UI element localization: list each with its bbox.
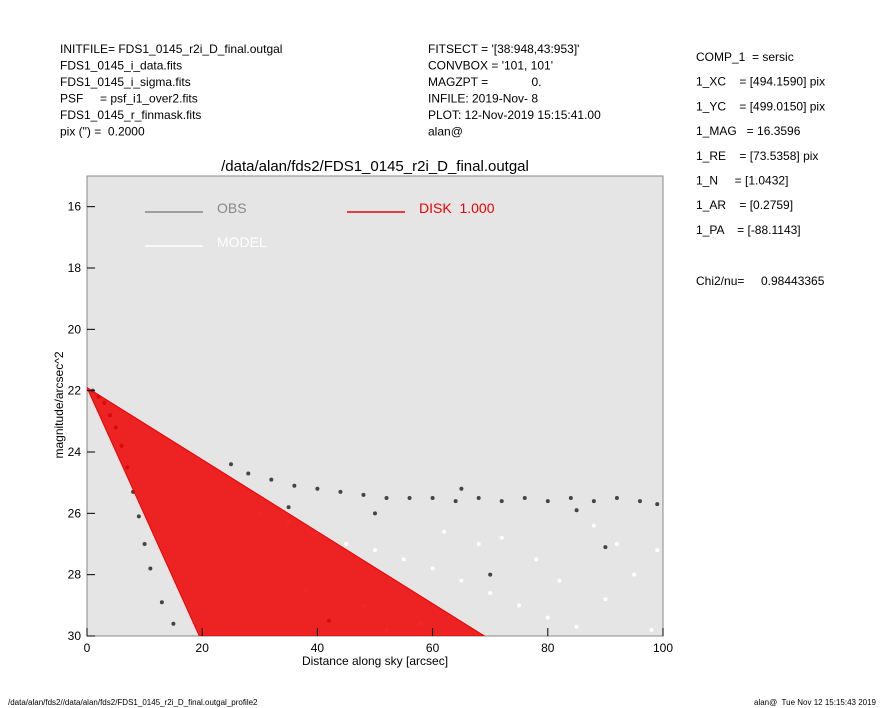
data-point (453, 499, 458, 504)
data-point (568, 496, 573, 500)
data-point (545, 615, 550, 620)
data-point (488, 591, 493, 596)
data-point (459, 486, 464, 491)
fit-parameter: COMP_1 = sersic (696, 50, 794, 64)
header-left-line: PSF = psf_i1_over2.fits (60, 92, 198, 106)
y-tick-label: 26 (68, 506, 82, 520)
data-point (603, 597, 608, 602)
data-point (591, 499, 596, 504)
legend-label: OBS (217, 200, 247, 216)
fit-parameter: 1_MAG = 16.3596 (696, 124, 801, 138)
data-point (649, 627, 654, 632)
data-point (655, 548, 660, 553)
data-point (614, 496, 619, 500)
header-middle-line: MAGZPT = 0. (428, 75, 541, 89)
data-point (632, 572, 637, 577)
data-point (430, 496, 435, 500)
x-tick-label: 20 (196, 641, 210, 655)
data-point (401, 557, 406, 562)
data-point (373, 511, 377, 516)
data-point (407, 496, 412, 500)
data-point (545, 499, 550, 504)
header-middle-line: INFILE: 2019-Nov- 8 (428, 92, 538, 106)
data-point (488, 572, 493, 577)
footer-path: /data/alan/fds2//data/alan/fds2/FDS1_014… (8, 698, 258, 707)
data-point (637, 499, 642, 504)
header-left-line: FDS1_0145_i_data.fits (60, 59, 182, 73)
data-point (344, 542, 349, 546)
chart-title: /data/alan/fds2/FDS1_0145_r2i_D_final.ou… (221, 158, 529, 175)
fit-parameter: 1_XC = [494.1590] pix (696, 75, 825, 89)
data-point (159, 600, 164, 605)
y-tick-label: 16 (68, 200, 82, 214)
data-point (534, 557, 539, 562)
data-point (338, 489, 343, 494)
data-point (442, 529, 447, 534)
footer-user-date: alan@ Tue Nov 12 15:15:43 2019 (754, 698, 877, 707)
y-tick-label: 20 (68, 322, 82, 336)
data-point (614, 542, 619, 546)
x-tick-label: 0 (84, 641, 91, 655)
data-point (148, 566, 153, 571)
data-point (246, 471, 251, 476)
y-tick-label: 18 (68, 261, 82, 275)
chi2-value: 0.98443365 (761, 274, 825, 288)
header-middle-line: FITSECT = '[38:948,43:953]' (428, 42, 579, 56)
data-point (603, 545, 608, 550)
y-axis-label: magnitude/arcsec^2 (52, 351, 66, 458)
header-middle-line: CONVBOX = '101, 101' (428, 59, 553, 73)
legend-label: DISK 1.000 (419, 200, 495, 216)
data-point (384, 496, 389, 500)
header-left-line: INITFILE= FDS1_0145_r2i_D_final.outgal (60, 42, 282, 56)
x-tick-label: 60 (426, 641, 440, 655)
x-axis-label: Distance along sky [arcsec] (302, 654, 448, 668)
y-tick-label: 22 (68, 384, 82, 398)
x-tick-label: 40 (311, 641, 325, 655)
data-point (373, 548, 377, 553)
data-point (499, 535, 504, 540)
header-left-line: FDS1_0145_r_finmask.fits (60, 108, 201, 122)
data-point (517, 603, 521, 608)
data-point (557, 578, 562, 583)
data-point (229, 462, 233, 467)
y-tick-label: 28 (68, 568, 82, 582)
data-point (142, 542, 147, 546)
header-left-line: pix (") = 0.2000 (60, 125, 145, 139)
model-component-area (87, 387, 486, 636)
legend-label: MODEL (217, 234, 267, 250)
data-point (430, 566, 435, 571)
fit-parameter: 1_N = [1.0432] (696, 174, 788, 188)
data-point (361, 492, 366, 497)
data-point (136, 514, 141, 519)
x-tick-label: 100 (653, 641, 673, 655)
data-point (269, 477, 274, 482)
data-point (286, 505, 291, 510)
data-point (522, 496, 527, 500)
data-point (574, 624, 579, 629)
data-point (476, 542, 481, 546)
data-point (499, 499, 504, 504)
x-tick-label: 80 (541, 641, 555, 655)
header-left-line: FDS1_0145_i_sigma.fits (60, 75, 191, 89)
fit-parameter: 1_RE = [73.5358] pix (696, 149, 818, 163)
chi2-label: Chi2/nu= (696, 274, 744, 288)
data-point (574, 508, 579, 513)
y-tick-label: 30 (68, 629, 82, 643)
y-tick-label: 24 (68, 445, 82, 459)
header-middle-line: alan@ (428, 125, 463, 139)
fit-parameter: 1_YC = [499.0150] pix (696, 99, 825, 113)
plot-marks (87, 387, 660, 636)
data-point (292, 483, 297, 488)
header-middle-line: PLOT: 12-Nov-2019 15:15:41.00 (428, 108, 601, 122)
data-point (655, 502, 660, 507)
data-point (315, 486, 320, 491)
data-point (591, 523, 596, 528)
fit-parameter: 1_PA = [-88.1143] (696, 223, 801, 237)
data-point (476, 496, 481, 500)
data-point (459, 578, 464, 583)
data-point (171, 621, 176, 626)
fit-parameter: 1_AR = [0.2759] (696, 198, 793, 212)
